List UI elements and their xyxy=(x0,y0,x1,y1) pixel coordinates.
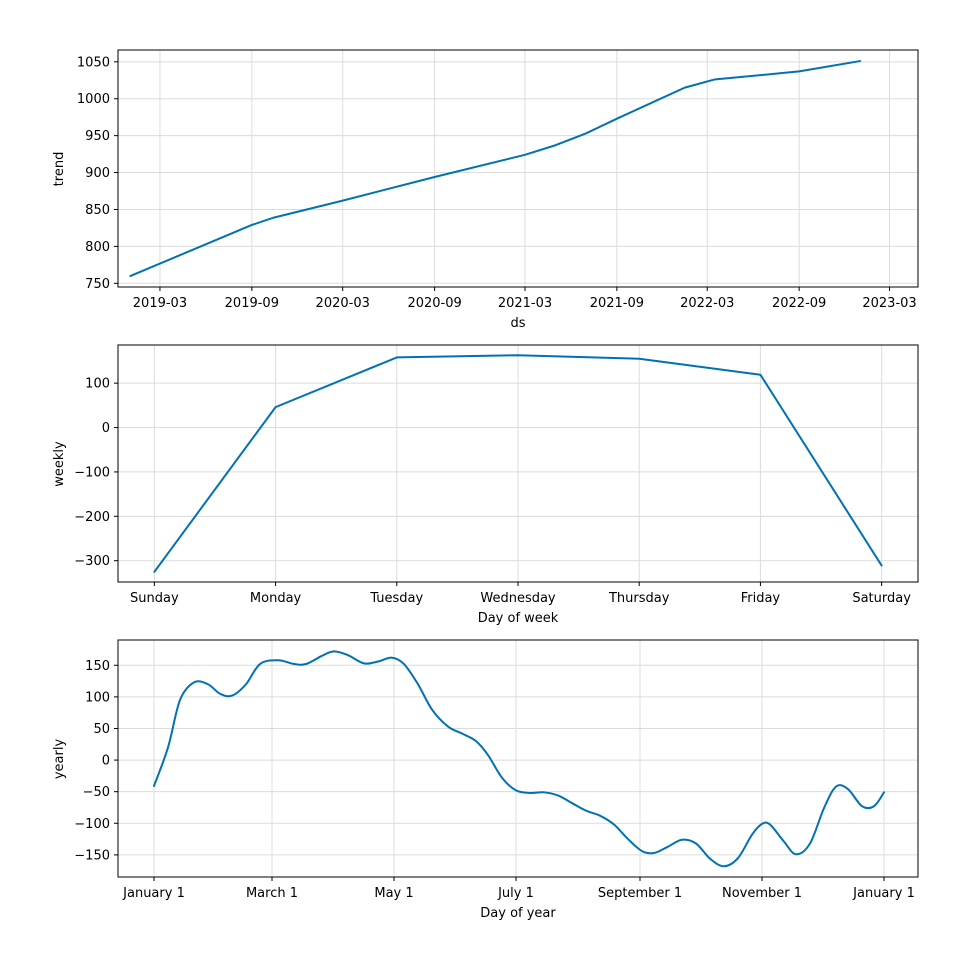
yearly-y-tick-label: 0 xyxy=(102,754,110,769)
trend-x-tick-label: 2023-03 xyxy=(862,296,916,311)
trend-y-tick-label: 950 xyxy=(85,129,110,144)
trend-x-axis-label: ds xyxy=(510,316,525,331)
trend-x-tick-label: 2020-03 xyxy=(316,296,370,311)
trend-x-tick-label: 2019-03 xyxy=(133,296,187,311)
yearly-plot-area xyxy=(118,640,918,877)
weekly-panel: Sunday Monday Tuesday Wednesday Thursday Frid… xyxy=(52,344,919,626)
weekly-line xyxy=(153,354,883,573)
weekly-x-tick-label: Sunday xyxy=(130,591,179,606)
trend-x-tick-label: 2020-09 xyxy=(407,296,461,311)
yearly-y-tick-label: −150 xyxy=(74,848,110,863)
yearly-y-axis-label: yearly xyxy=(52,739,67,780)
yearly-x-tick-label: March 1 xyxy=(246,886,298,901)
trend-x-tick-label: 2021-03 xyxy=(498,296,552,311)
yearly-x-tick-label: January 1 xyxy=(852,886,915,901)
yearly-y-tick-label: 100 xyxy=(85,690,110,705)
yearly-x-tick-label: November 1 xyxy=(722,886,802,901)
trend-panel: 2019-03 2019-09 2020-03 2020-09 2021-03 2021-… xyxy=(52,49,919,331)
weekly-x-tick-label: Saturday xyxy=(852,591,911,606)
weekly-y-tick-label: −300 xyxy=(74,554,110,569)
trend-y-tick-label: 850 xyxy=(85,203,110,218)
trend-y-tick-label: 1050 xyxy=(77,55,110,70)
weekly-x-tick-label: Tuesday xyxy=(369,591,423,606)
yearly-ticks: January 1 March 1 May 1 July 1 September 1 No… xyxy=(74,659,915,901)
weekly-y-tick-label: 100 xyxy=(85,377,110,392)
yearly-x-tick-label: May 1 xyxy=(374,886,413,901)
trend-grid xyxy=(118,50,918,287)
yearly-x-tick-label: January 1 xyxy=(122,886,185,901)
weekly-y-tick-label: −200 xyxy=(74,510,110,525)
trend-y-tick-label: 1000 xyxy=(77,92,110,107)
weekly-y-tick-label: −100 xyxy=(74,465,110,480)
weekly-x-tick-label: Thursday xyxy=(608,591,670,606)
trend-ticks: 2019-03 2019-09 2020-03 2020-09 2021-03 2021-… xyxy=(77,55,917,311)
weekly-x-tick-label: Wednesday xyxy=(480,591,556,606)
yearly-y-tick-label: −100 xyxy=(74,817,110,832)
trend-x-tick-label: 2022-03 xyxy=(680,296,734,311)
yearly-y-tick-label: −50 xyxy=(83,785,110,800)
trend-x-tick-label: 2021-09 xyxy=(590,296,644,311)
weekly-x-axis-label: Day of week xyxy=(478,611,559,626)
yearly-y-tick-label: 50 xyxy=(93,722,110,737)
yearly-y-tick-label: 150 xyxy=(85,659,110,674)
trend-y-tick-label: 750 xyxy=(85,277,110,292)
yearly-x-tick-label: July 1 xyxy=(497,886,534,901)
trend-axes-frame xyxy=(117,49,919,288)
trend-y-axis-label: trend xyxy=(52,152,67,187)
yearly-panel: January 1 March 1 May 1 July 1 September 1 No… xyxy=(52,639,919,921)
trend-line xyxy=(129,60,862,277)
yearly-x-tick-label: September 1 xyxy=(598,886,682,901)
trend-plot-area xyxy=(118,50,918,287)
weekly-grid xyxy=(118,345,918,582)
weekly-y-tick-label: 0 xyxy=(102,421,110,436)
yearly-grid xyxy=(118,640,918,877)
weekly-y-axis-label: weekly xyxy=(52,441,67,487)
trend-y-tick-label: 800 xyxy=(85,240,110,255)
weekly-x-tick-label: Friday xyxy=(741,591,781,606)
trend-x-tick-label: 2022-09 xyxy=(772,296,826,311)
weekly-x-tick-label: Monday xyxy=(250,591,302,606)
yearly-x-axis-label: Day of year xyxy=(480,906,556,921)
yearly-axes-frame xyxy=(117,639,919,878)
trend-x-tick-label: 2019-09 xyxy=(225,296,279,311)
yearly-line xyxy=(153,650,885,868)
weekly-ticks: Sunday Monday Tuesday Wednesday Thursday Frid… xyxy=(74,377,911,606)
trend-y-tick-label: 900 xyxy=(85,166,110,181)
